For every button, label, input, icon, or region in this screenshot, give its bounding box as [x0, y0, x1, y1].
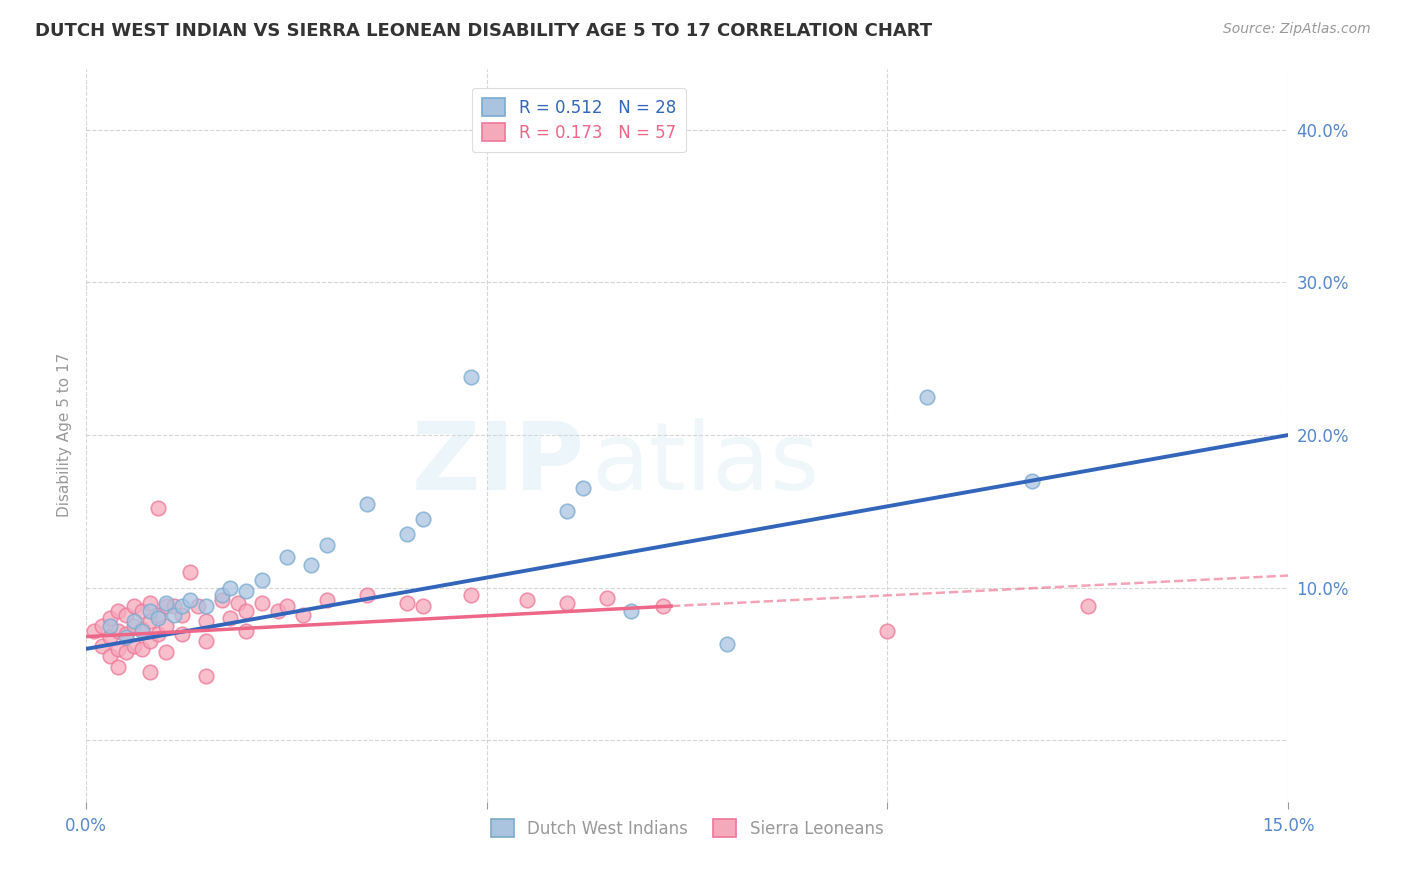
Point — [107, 660, 129, 674]
Point — [356, 497, 378, 511]
Point — [315, 593, 337, 607]
Point — [917, 390, 939, 404]
Point — [235, 604, 257, 618]
Point — [124, 639, 146, 653]
Point — [412, 512, 434, 526]
Point — [139, 596, 162, 610]
Point — [555, 596, 578, 610]
Point — [115, 645, 138, 659]
Point — [179, 566, 201, 580]
Point — [412, 599, 434, 613]
Point — [516, 593, 538, 607]
Point — [98, 619, 121, 633]
Point — [596, 591, 619, 606]
Text: Source: ZipAtlas.com: Source: ZipAtlas.com — [1223, 22, 1371, 37]
Point — [148, 611, 170, 625]
Point — [115, 608, 138, 623]
Point — [1077, 599, 1099, 613]
Point — [395, 596, 418, 610]
Point — [235, 583, 257, 598]
Point — [131, 624, 153, 638]
Point — [187, 599, 209, 613]
Point — [252, 573, 274, 587]
Point — [219, 611, 242, 625]
Point — [107, 604, 129, 618]
Point — [148, 501, 170, 516]
Point — [572, 482, 595, 496]
Point — [163, 599, 186, 613]
Point — [395, 527, 418, 541]
Point — [555, 504, 578, 518]
Point — [211, 593, 233, 607]
Point — [876, 624, 898, 638]
Point — [172, 608, 194, 623]
Point — [148, 608, 170, 623]
Point — [155, 596, 177, 610]
Point — [460, 370, 482, 384]
Point — [107, 624, 129, 638]
Point — [291, 608, 314, 623]
Point — [716, 637, 738, 651]
Point — [172, 626, 194, 640]
Point — [124, 599, 146, 613]
Point — [252, 596, 274, 610]
Point — [139, 615, 162, 629]
Point — [91, 619, 114, 633]
Point — [148, 626, 170, 640]
Point — [195, 634, 218, 648]
Point — [195, 615, 218, 629]
Point — [124, 619, 146, 633]
Text: DUTCH WEST INDIAN VS SIERRA LEONEAN DISABILITY AGE 5 TO 17 CORRELATION CHART: DUTCH WEST INDIAN VS SIERRA LEONEAN DISA… — [35, 22, 932, 40]
Point — [163, 608, 186, 623]
Point — [131, 604, 153, 618]
Point — [107, 641, 129, 656]
Point — [620, 604, 643, 618]
Point — [115, 630, 138, 644]
Point — [91, 639, 114, 653]
Legend: Dutch West Indians, Sierra Leoneans: Dutch West Indians, Sierra Leoneans — [484, 813, 890, 845]
Point — [179, 593, 201, 607]
Point — [195, 669, 218, 683]
Point — [235, 624, 257, 638]
Point — [1021, 474, 1043, 488]
Point — [131, 622, 153, 636]
Point — [211, 588, 233, 602]
Point — [228, 596, 250, 610]
Point — [139, 634, 162, 648]
Point — [276, 550, 298, 565]
Point — [172, 599, 194, 613]
Point — [299, 558, 322, 572]
Point — [155, 645, 177, 659]
Point — [124, 615, 146, 629]
Point — [155, 599, 177, 613]
Point — [98, 630, 121, 644]
Point — [460, 588, 482, 602]
Point — [139, 604, 162, 618]
Point — [131, 641, 153, 656]
Point — [98, 649, 121, 664]
Point — [195, 599, 218, 613]
Point — [115, 626, 138, 640]
Point — [652, 599, 675, 613]
Point — [98, 611, 121, 625]
Point — [315, 538, 337, 552]
Point — [267, 604, 290, 618]
Point — [155, 619, 177, 633]
Point — [83, 624, 105, 638]
Point — [219, 581, 242, 595]
Text: ZIP: ZIP — [412, 418, 585, 510]
Point — [276, 599, 298, 613]
Text: atlas: atlas — [591, 418, 820, 510]
Y-axis label: Disability Age 5 to 17: Disability Age 5 to 17 — [58, 353, 72, 517]
Point — [356, 588, 378, 602]
Point — [139, 665, 162, 679]
